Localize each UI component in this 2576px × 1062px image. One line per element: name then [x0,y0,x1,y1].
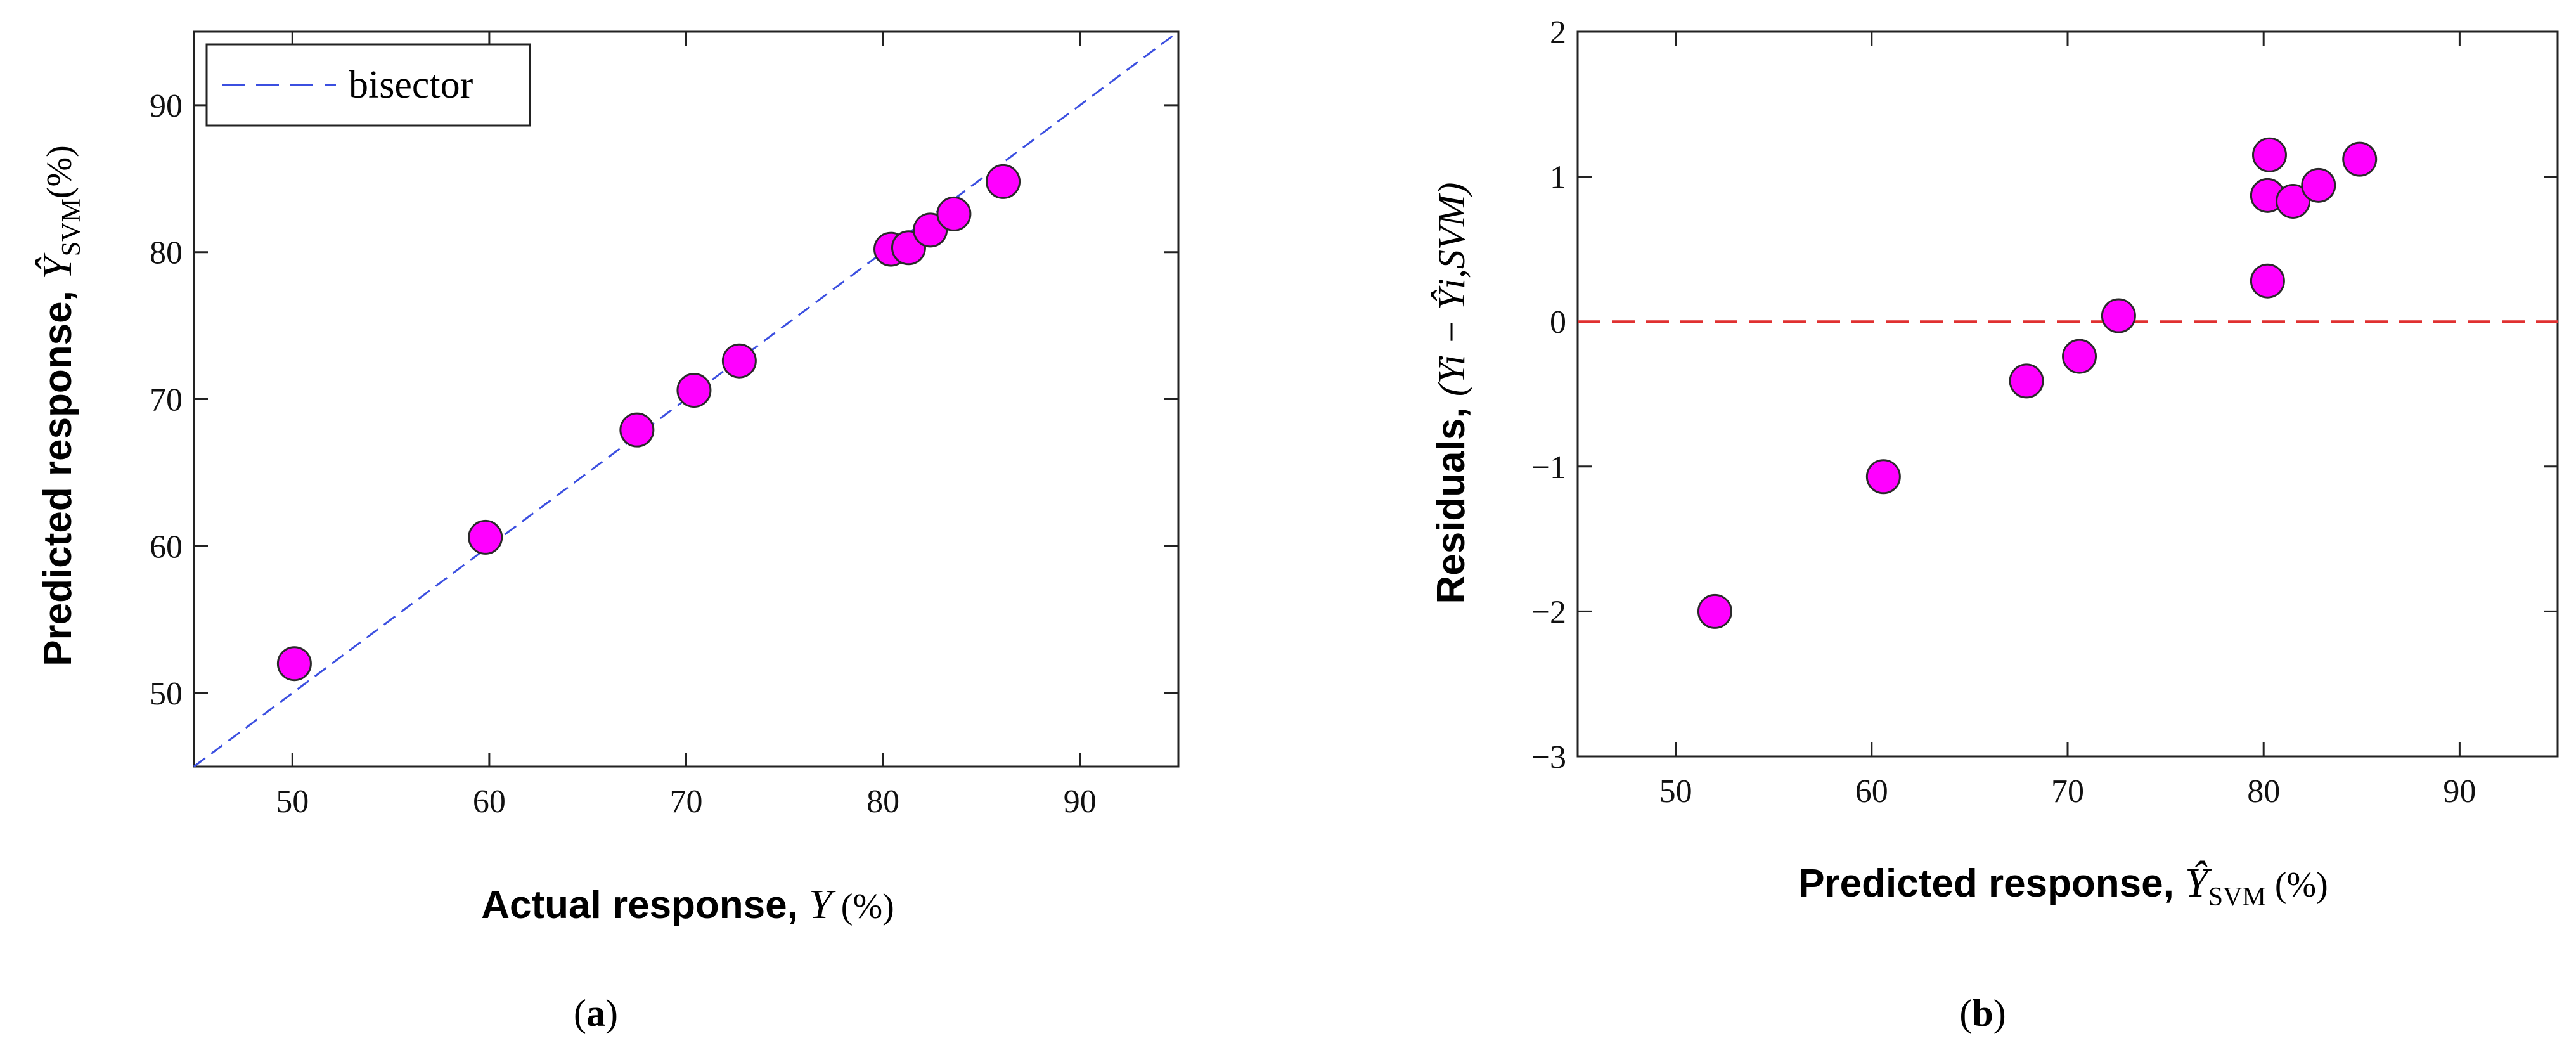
chart-a-xlabel-unit: (%) [832,887,894,926]
chart-b-ylabel-formula: (Yi − Ŷi,SVM) [1431,182,1472,396]
chart-b-data-point [2250,263,2285,299]
chart-a: 50 60 70 80 90 50 60 70 80 90 bisector Actual res… [34,30,1180,1034]
chart-a-ylabel: Predicted response, ŶSVM(%) [34,145,86,666]
chart-b-ytick-label: 0 [1550,304,1566,340]
chart-b-data-point [1865,459,1901,495]
chart-a-panel-label: (a) [574,992,618,1034]
chart-a-xlabel-var: Y [809,881,836,928]
chart-b-xlabel-unit: (%) [2266,865,2328,905]
chart-b-ticks: 50 60 70 80 90 −3 −2 −1 0 1 2 [1531,15,2558,810]
chart-a-ytick-label: 60 [150,529,183,565]
chart-b-xlabel-var: Ŷ [2185,860,2212,906]
chart-a-xtick-label: 80 [866,784,899,820]
chart-b-plot-area [1576,30,2559,758]
chart-b-data-point [1697,593,1732,629]
chart-b-ytick-label: −3 [1531,739,1566,775]
chart-a-ytick-label: 50 [150,676,183,712]
chart-b-xtick-label: 50 [1659,774,1692,810]
chart-a-data-point [676,373,712,408]
chart-a-data-point [619,412,655,448]
chart-a-data-point [721,343,757,379]
chart-b-xtick-label: 70 [2051,774,2084,810]
chart-a-xlabel: Actual response, Y (%) [481,881,894,928]
chart-a-ytick-label: 90 [150,88,183,124]
chart-b-points [1697,137,2378,629]
chart-a-ylabel-text: Predicted response, [36,280,80,666]
chart-b-xlabel-sub: SVM [2208,883,2266,912]
chart-a-legend-label: bisector [349,63,473,107]
chart-b: 50 60 70 80 90 −3 −2 −1 0 1 2 Predicted response, … [1429,15,2559,1034]
chart-b-xtick-label: 90 [2443,774,2476,810]
chart-b-data-point [2062,339,2097,374]
chart-b-xlabel-text: Predicted response, [1798,862,2185,905]
chart-b-data-point [2301,167,2336,203]
chart-b-xtick-label: 60 [1855,774,1888,810]
chart-b-panel-label: (b) [1959,992,2006,1034]
chart-a-xtick-label: 70 [670,784,703,820]
chart-a-ylabel-unit: (%) [40,145,79,198]
chart-b-ytick-label: 2 [1550,15,1566,51]
chart-b-ytick-label: −2 [1531,594,1566,630]
chart-b-ytick-label: −1 [1531,450,1566,486]
chart-b-data-point [2342,141,2378,177]
chart-b-data-point [2101,298,2136,333]
chart-b-data-point [2009,363,2044,399]
chart-a-legend: bisector [205,43,531,127]
chart-a-xtick-label: 60 [473,784,506,820]
chart-a-data-point [468,519,503,555]
chart-a-ticks: 50 60 70 80 90 50 60 70 80 90 [150,32,1178,820]
chart-a-data-point [986,164,1021,199]
chart-a-data-point [276,646,312,682]
chart-b-ytick-label: 1 [1550,160,1566,196]
chart-a-data-point [936,196,972,231]
chart-a-ytick-label: 80 [150,235,183,271]
chart-a-xtick-label: 50 [276,784,309,820]
chart-b-ylabel: Residuals, (Yi − Ŷi,SVM) [1429,182,1473,604]
chart-a-xtick-label: 90 [1064,784,1097,820]
chart-a-xlabel-text: Actual response, [481,883,809,927]
chart-a-ytick-label: 70 [150,382,183,418]
chart-b-xlabel: Predicted response, ŶSVM (%) [1798,860,2328,912]
chart-a-ylabel-var: Ŷ [34,252,80,280]
chart-a-ylabel-sub: SVM [57,198,86,256]
chart-b-data-point [2276,183,2311,219]
chart-b-ylabel-text: Residuals, [1429,396,1473,604]
chart-b-data-point [2251,137,2287,172]
chart-a-points [276,164,1021,682]
chart-b-xtick-label: 80 [2247,774,2280,810]
